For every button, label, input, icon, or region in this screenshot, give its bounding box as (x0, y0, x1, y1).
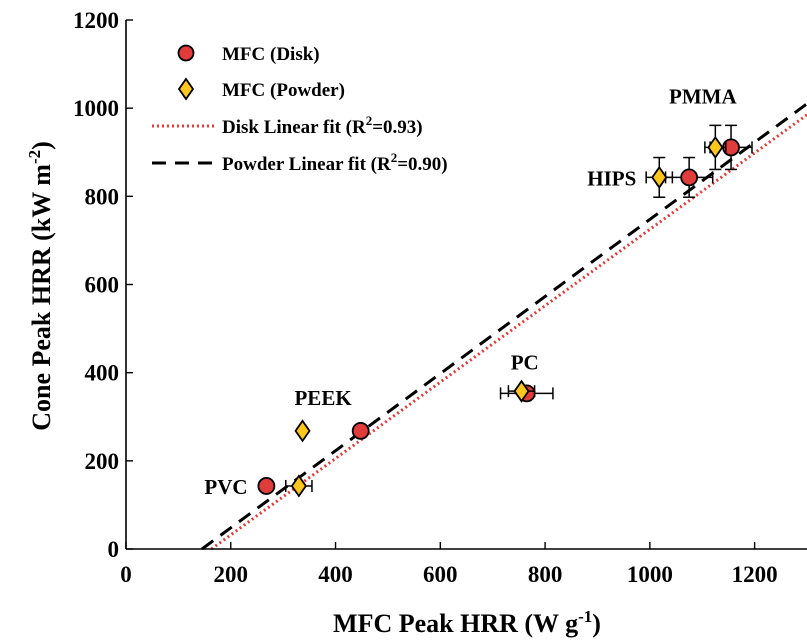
diamond-marker (290, 474, 307, 498)
legend-entry-powder-fit: Powder Linear fit (R2=0.90) (152, 150, 448, 175)
x-tick-label: 600 (423, 562, 458, 587)
powder-point-peek (294, 419, 311, 443)
circle-marker (680, 168, 699, 187)
point-label-peek: PEEK (294, 386, 352, 410)
y-tick-label: 400 (85, 361, 120, 386)
point-label-pvc: PVC (204, 475, 247, 499)
powder-point-hips (645, 156, 674, 198)
x-tick-label: 1000 (627, 562, 673, 587)
point-labels: PVC PEEK PC HIPS PMMA (204, 84, 737, 499)
legend-entry-disk-fit: Disk Linear fit (R2=0.93) (152, 113, 423, 138)
legend-entry-disk: MFC (Disk) (177, 44, 320, 65)
x-tick-label: 0 (120, 562, 132, 587)
data-points (257, 124, 753, 498)
point-label-pc: PC (511, 350, 539, 374)
diamond-marker (707, 135, 724, 159)
point-label-pmma: PMMA (669, 84, 737, 108)
disk-point-pvc (257, 477, 276, 495)
legend-disk-marker (177, 44, 195, 62)
circle-marker (351, 421, 370, 440)
point-label-hips: HIPS (587, 166, 636, 190)
y-tick-label: 200 (85, 449, 120, 474)
legend-disk-fit-label: Disk Linear fit (R2=0.93) (222, 113, 423, 138)
legend-powder-label: MFC (Powder) (222, 80, 345, 101)
y-tick-label: 1200 (73, 8, 119, 33)
y-tick-label: 600 (85, 273, 120, 298)
legend-entry-powder: MFC (Powder) (177, 77, 345, 101)
circle-marker (257, 477, 276, 495)
x-axis-title: MFC Peak HRR (W g-1) (333, 607, 601, 638)
y-tick-label: 800 (85, 184, 120, 209)
y-tick-label: 1000 (73, 96, 119, 121)
x-tick-label: 1200 (732, 562, 778, 587)
diamond-marker (651, 165, 668, 189)
y-tick-label: 0 (108, 537, 120, 562)
axes: 0 200 400 600 800 1000 1200 0 200 400 600 800 1000 12… (73, 8, 807, 587)
x-tick-label: 200 (214, 562, 249, 587)
disk-point-peek (351, 421, 370, 440)
diamond-marker (513, 379, 530, 403)
legend-powder-fit-label: Powder Linear fit (R2=0.90) (222, 150, 448, 175)
disk-point-hips (664, 156, 714, 198)
x-tick-label: 400 (318, 562, 353, 587)
legend-powder-marker (177, 77, 195, 101)
legend: MFC (Disk) MFC (Powder) Disk Linear fit … (152, 44, 448, 175)
legend-disk-label: MFC (Disk) (222, 44, 320, 65)
y-axis-title: Cone Peak HRR (kW m-2) (25, 141, 56, 431)
x-tick-label: 800 (528, 562, 563, 587)
powder-point-pmma (704, 124, 727, 171)
powder-point-pvc (285, 474, 313, 498)
powder-point-pc (507, 379, 536, 403)
diamond-marker (294, 419, 311, 443)
